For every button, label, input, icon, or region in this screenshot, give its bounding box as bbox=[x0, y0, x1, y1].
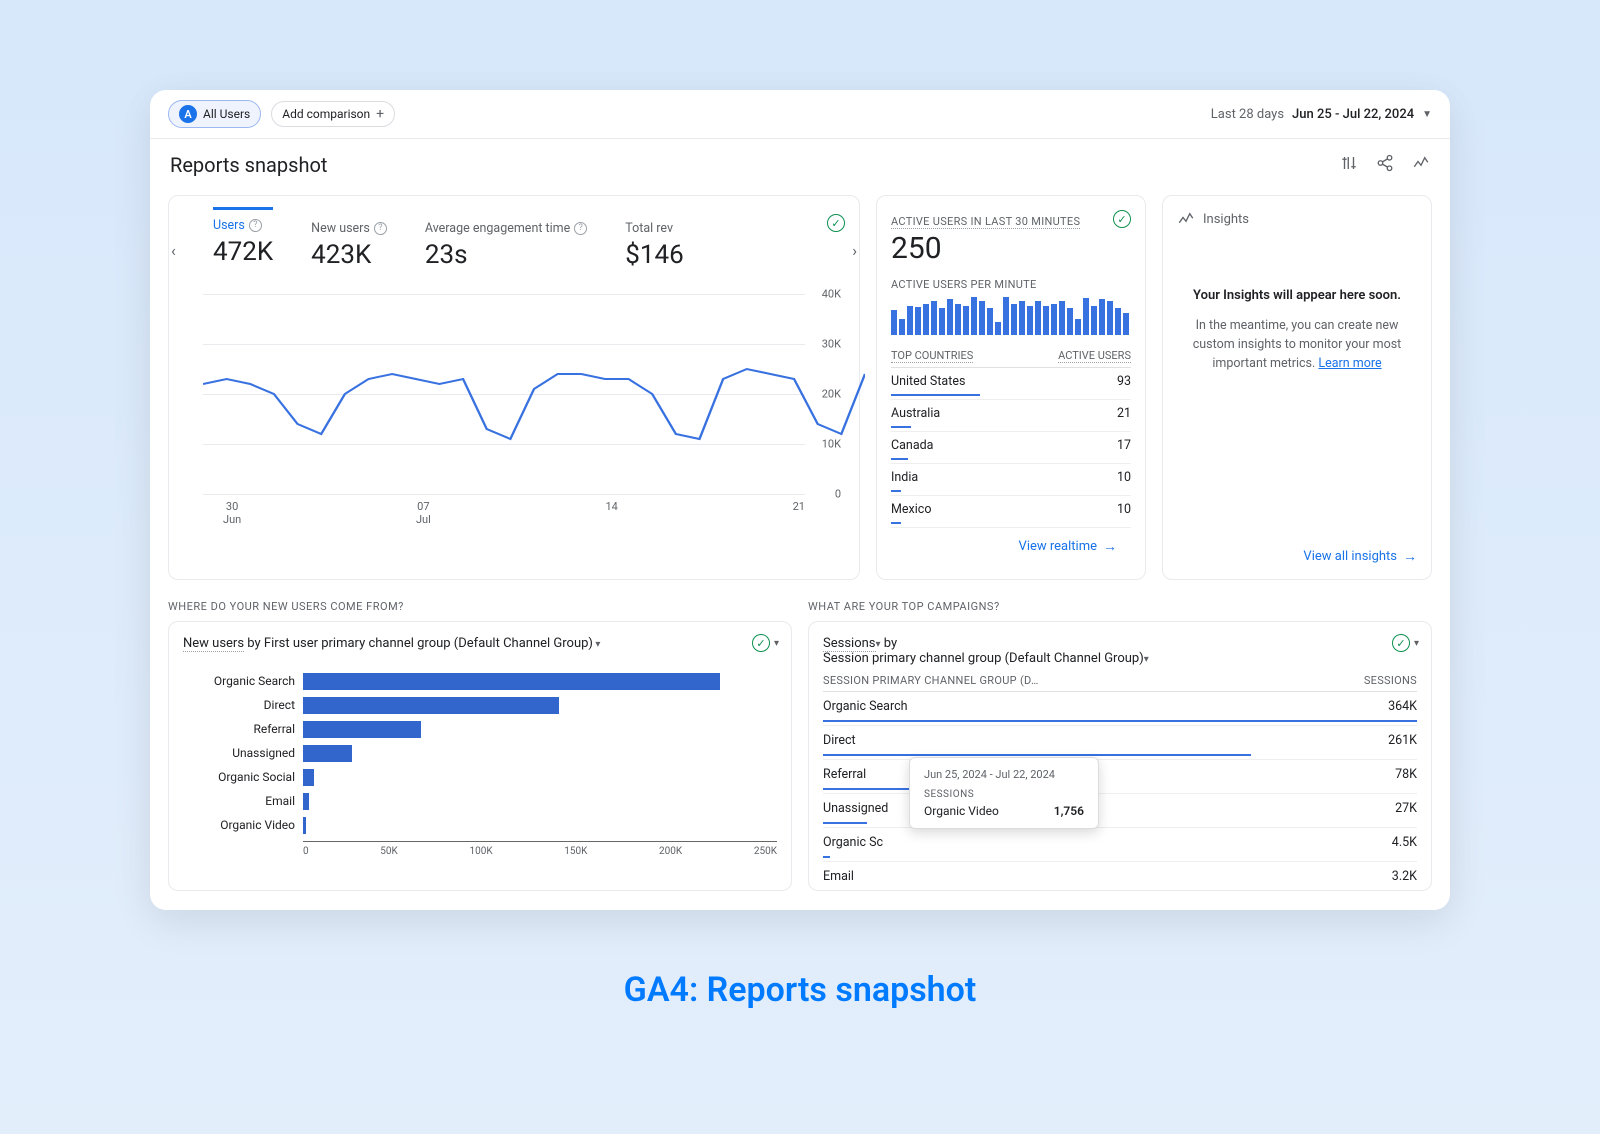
insights-card: Insights Your Insights will appear here … bbox=[1162, 195, 1432, 580]
topbar: A All Users Add comparison + Last 28 day… bbox=[150, 90, 1450, 139]
insights-body: In the meantime, you can create new cust… bbox=[1177, 317, 1417, 373]
check-icon: ✓ bbox=[1113, 210, 1131, 228]
users-line-chart: 40K30K20K10K0 bbox=[183, 294, 845, 494]
country-row[interactable]: Mexico10 bbox=[891, 496, 1131, 528]
channel-bar[interactable]: Email bbox=[183, 789, 777, 813]
insights-title: Insights bbox=[1203, 212, 1249, 227]
new-users-card: New users by First user primary channel … bbox=[168, 621, 792, 891]
chevron-down-icon[interactable]: ▾ bbox=[593, 639, 601, 650]
country-row[interactable]: India10 bbox=[891, 464, 1131, 496]
date-range-picker[interactable]: Last 28 days Jun 25 - Jul 22, 2024 ▼ bbox=[1211, 107, 1432, 122]
channel-bar[interactable]: Unassigned bbox=[183, 741, 777, 765]
chevron-right-icon[interactable]: › bbox=[852, 241, 857, 260]
audience-pill[interactable]: A All Users bbox=[168, 100, 261, 128]
chevron-left-icon[interactable]: ‹ bbox=[171, 241, 176, 260]
metric-average-engagement-time[interactable]: Average engagement time ?23s bbox=[425, 210, 587, 270]
overview-card: ‹ › ✓ Users ?472K New users ?423K Average … bbox=[168, 195, 860, 580]
metric-new-users[interactable]: New users ?423K bbox=[311, 210, 387, 270]
channel-bar[interactable]: Organic Video bbox=[183, 813, 777, 837]
audience-icon: A bbox=[179, 105, 197, 123]
insights-icon[interactable] bbox=[1412, 154, 1430, 176]
learn-more-link[interactable]: Learn more bbox=[1318, 356, 1381, 371]
chevron-down-icon: ▼ bbox=[1422, 109, 1432, 120]
caption: GA4: Reports snapshot bbox=[150, 970, 1450, 1010]
check-icon: ✓ bbox=[1392, 634, 1410, 652]
country-row[interactable]: Australia21 bbox=[891, 400, 1131, 432]
realtime-card: ACTIVE USERS IN LAST 30 MINUTES ✓ 250 AC… bbox=[876, 195, 1146, 580]
chevron-down-icon[interactable]: ▾ bbox=[1144, 654, 1149, 665]
titlebar: Reports snapshot bbox=[150, 139, 1450, 187]
hover-tooltip: Jun 25, 2024 - Jul 22, 2024 SESSIONS Org… bbox=[909, 757, 1099, 829]
channel-bar[interactable]: Referral bbox=[183, 717, 777, 741]
channel-bar[interactable]: Organic Social bbox=[183, 765, 777, 789]
titlebar-actions bbox=[1340, 154, 1430, 176]
check-icon: ✓ bbox=[752, 634, 770, 652]
campaigns-card: Sessions▾ by Session primary channel gro… bbox=[808, 621, 1432, 891]
metric-users[interactable]: Users ?472K bbox=[213, 207, 273, 270]
page-title: Reports snapshot bbox=[170, 153, 327, 177]
check-icon: ✓ bbox=[827, 214, 845, 232]
channel-bar[interactable]: Direct bbox=[183, 693, 777, 717]
channel-bar[interactable]: Organic Search bbox=[183, 669, 777, 693]
session-row[interactable]: Organic Search364K bbox=[823, 692, 1417, 726]
perminute-chart bbox=[891, 297, 1131, 335]
session-row[interactable]: Direct261K bbox=[823, 726, 1417, 760]
country-row[interactable]: Canada17 bbox=[891, 432, 1131, 464]
countries-table: TOP COUNTRIESACTIVE USERSUnited States93… bbox=[891, 349, 1131, 528]
view-insights-link[interactable]: View all insights bbox=[1303, 548, 1417, 565]
date-range-text: Jun 25 - Jul 22, 2024 bbox=[1292, 107, 1414, 122]
campaigns-section: WHAT ARE YOUR TOP CAMPAIGNS? Sessions▾ b… bbox=[808, 600, 1432, 891]
share-icon[interactable] bbox=[1376, 154, 1394, 176]
audience-label: All Users bbox=[203, 107, 250, 121]
campaigns-heading: WHAT ARE YOUR TOP CAMPAIGNS? bbox=[808, 600, 1432, 613]
session-row[interactable]: Organic Sc4.5K bbox=[823, 828, 1417, 862]
chevron-down-icon[interactable]: ▾ bbox=[1414, 638, 1419, 649]
insights-headline: Your Insights will appear here soon. bbox=[1177, 288, 1417, 303]
plus-icon: + bbox=[376, 106, 384, 122]
new-users-heading: WHERE DO YOUR NEW USERS COME FROM? bbox=[168, 600, 792, 613]
new-users-section: WHERE DO YOUR NEW USERS COME FROM? New u… bbox=[168, 600, 792, 891]
metric-total-rev[interactable]: Total rev$146 bbox=[625, 210, 683, 270]
perminute-label: ACTIVE USERS PER MINUTE bbox=[891, 278, 1131, 291]
sparkle-icon bbox=[1177, 210, 1195, 228]
add-comparison-pill[interactable]: Add comparison + bbox=[271, 101, 395, 127]
country-row[interactable]: United States93 bbox=[891, 368, 1131, 400]
chevron-down-icon[interactable]: ▾ bbox=[774, 638, 779, 649]
realtime-header: ACTIVE USERS IN LAST 30 MINUTES bbox=[891, 215, 1080, 229]
new-users-bar-chart: Organic SearchDirectReferralUnassignedOr… bbox=[183, 669, 777, 837]
view-realtime-link[interactable]: View realtime bbox=[1019, 538, 1117, 555]
date-prefix: Last 28 days bbox=[1211, 107, 1284, 122]
session-row[interactable]: Email3.2K bbox=[823, 862, 1417, 891]
compare-icon[interactable] bbox=[1340, 154, 1358, 176]
realtime-value: 250 bbox=[891, 231, 1131, 266]
add-comparison-label: Add comparison bbox=[282, 107, 370, 121]
app-window: A All Users Add comparison + Last 28 day… bbox=[150, 90, 1450, 910]
